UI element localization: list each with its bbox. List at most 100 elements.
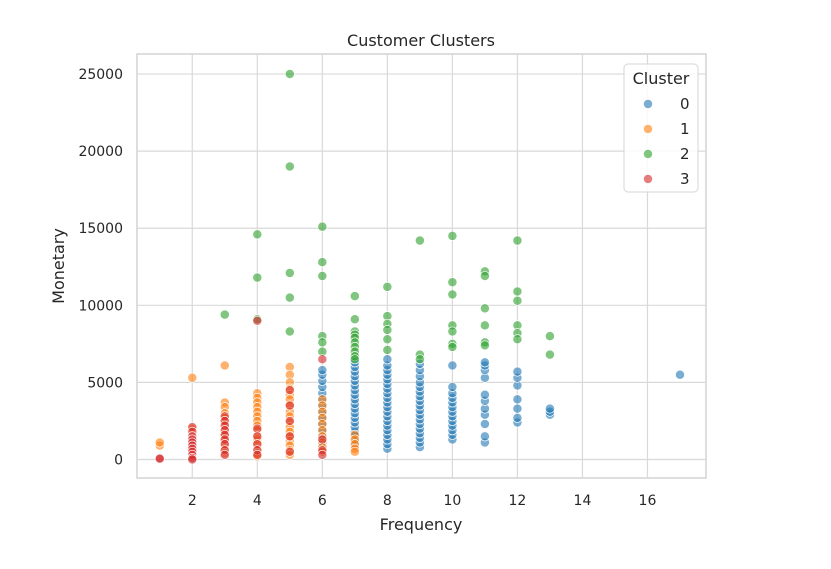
legend-label: 0 — [680, 95, 690, 113]
legend-marker — [643, 124, 653, 134]
data-point-cluster-2 — [479, 271, 490, 281]
data-point-cluster-2 — [382, 345, 393, 355]
legend-marker — [643, 149, 653, 159]
data-point-cluster-2 — [447, 230, 458, 241]
data-point-cluster-2 — [414, 354, 425, 365]
legend-title: Cluster — [633, 69, 690, 88]
data-point-cluster-2 — [284, 267, 295, 278]
data-point-cluster-0 — [447, 360, 458, 371]
data-point-cluster-2 — [479, 320, 490, 331]
x-tick-label: 14 — [574, 493, 592, 509]
data-point-cluster-2 — [349, 314, 360, 325]
data-point-cluster-3 — [284, 446, 295, 457]
data-point-cluster-1 — [154, 437, 165, 448]
data-point-cluster-3 — [284, 400, 295, 411]
data-points — [154, 69, 685, 465]
data-point-cluster-3 — [252, 315, 263, 326]
data-point-cluster-2 — [349, 291, 360, 302]
data-point-cluster-2 — [479, 340, 490, 351]
data-point-cluster-2 — [219, 309, 230, 320]
data-point-cluster-1 — [219, 360, 230, 371]
data-point-cluster-3 — [284, 416, 295, 426]
x-tick-label: 12 — [509, 493, 527, 509]
x-tick-label: 8 — [383, 493, 392, 509]
data-point-cluster-0 — [512, 366, 523, 377]
data-point-cluster-3 — [317, 449, 328, 460]
data-point-cluster-2 — [284, 161, 295, 172]
data-point-cluster-0 — [675, 369, 685, 380]
data-point-cluster-2 — [349, 354, 360, 365]
y-axis-label: Monetary — [49, 228, 68, 304]
data-point-cluster-2 — [317, 221, 328, 232]
data-point-cluster-2 — [414, 235, 425, 246]
data-point-cluster-0 — [512, 394, 523, 405]
data-point-cluster-0 — [382, 354, 393, 365]
data-point-cluster-0 — [479, 419, 490, 429]
x-tick-label: 2 — [188, 493, 197, 509]
legend-label: 1 — [680, 120, 690, 138]
legend-marker — [643, 174, 653, 184]
data-point-cluster-2 — [382, 281, 393, 292]
data-point-cluster-2 — [447, 277, 458, 288]
data-point-cluster-2 — [512, 235, 523, 246]
data-point-cluster-2 — [284, 292, 295, 303]
tick-labels: 2 4 6 8 10 12 14 16 0 5000 10000 15000 20000 25000 — [78, 67, 656, 509]
y-tick-label: 5000 — [87, 375, 123, 391]
data-point-cluster-3 — [187, 454, 198, 465]
y-tick-label: 25000 — [78, 67, 123, 83]
data-point-cluster-2 — [382, 325, 393, 335]
data-point-cluster-2 — [284, 326, 295, 337]
data-point-cluster-2 — [284, 69, 295, 79]
data-point-cluster-2 — [317, 257, 328, 268]
x-tick-label: 6 — [318, 493, 327, 509]
data-point-cluster-2 — [252, 272, 263, 283]
data-point-cluster-3 — [317, 354, 328, 365]
data-point-cluster-2 — [252, 229, 263, 240]
data-point-cluster-2 — [512, 295, 523, 306]
data-point-cluster-2 — [447, 289, 458, 300]
legend-box — [623, 63, 699, 193]
data-point-cluster-2 — [447, 326, 458, 337]
y-tick-label: 0 — [114, 452, 123, 468]
data-point-cluster-2 — [447, 341, 458, 352]
x-axis-label: Frequency — [380, 515, 463, 534]
data-point-cluster-0 — [512, 412, 523, 423]
legend-entries: 0 1 2 3 — [643, 95, 690, 188]
data-point-cluster-2 — [512, 286, 523, 297]
data-point-cluster-2 — [544, 349, 555, 360]
data-point-cluster-0 — [544, 403, 555, 414]
data-point-cluster-3 — [154, 453, 165, 464]
legend-marker — [643, 99, 653, 109]
data-point-cluster-0 — [479, 357, 490, 368]
data-point-cluster-2 — [317, 337, 328, 348]
x-tick-label: 10 — [443, 493, 461, 509]
data-point-cluster-3 — [252, 449, 263, 460]
legend-label: 3 — [680, 170, 690, 188]
data-point-cluster-2 — [544, 331, 555, 342]
x-tick-label: 4 — [253, 493, 262, 509]
data-point-cluster-0 — [479, 389, 490, 400]
legend: Cluster 0 1 2 3 — [623, 63, 699, 193]
data-point-cluster-2 — [479, 303, 490, 314]
data-point-cluster-3 — [317, 434, 328, 445]
data-point-cluster-1 — [187, 372, 198, 383]
data-point-cluster-0 — [317, 365, 328, 376]
data-point-cluster-3 — [219, 449, 230, 460]
x-tick-label: 16 — [639, 493, 657, 509]
data-point-cluster-2 — [512, 334, 523, 345]
chart-title: Customer Clusters — [347, 31, 495, 50]
y-tick-label: 20000 — [78, 144, 123, 160]
data-point-cluster-1 — [349, 446, 360, 457]
data-point-cluster-2 — [382, 334, 393, 345]
data-point-cluster-3 — [284, 431, 295, 442]
data-point-cluster-2 — [317, 271, 328, 281]
data-point-cluster-0 — [512, 403, 523, 414]
legend-label: 2 — [680, 145, 690, 163]
data-point-cluster-0 — [479, 431, 490, 442]
data-point-cluster-3 — [284, 385, 295, 396]
y-tick-label: 15000 — [78, 221, 123, 237]
y-tick-label: 10000 — [78, 298, 123, 314]
data-point-cluster-0 — [447, 382, 458, 392]
